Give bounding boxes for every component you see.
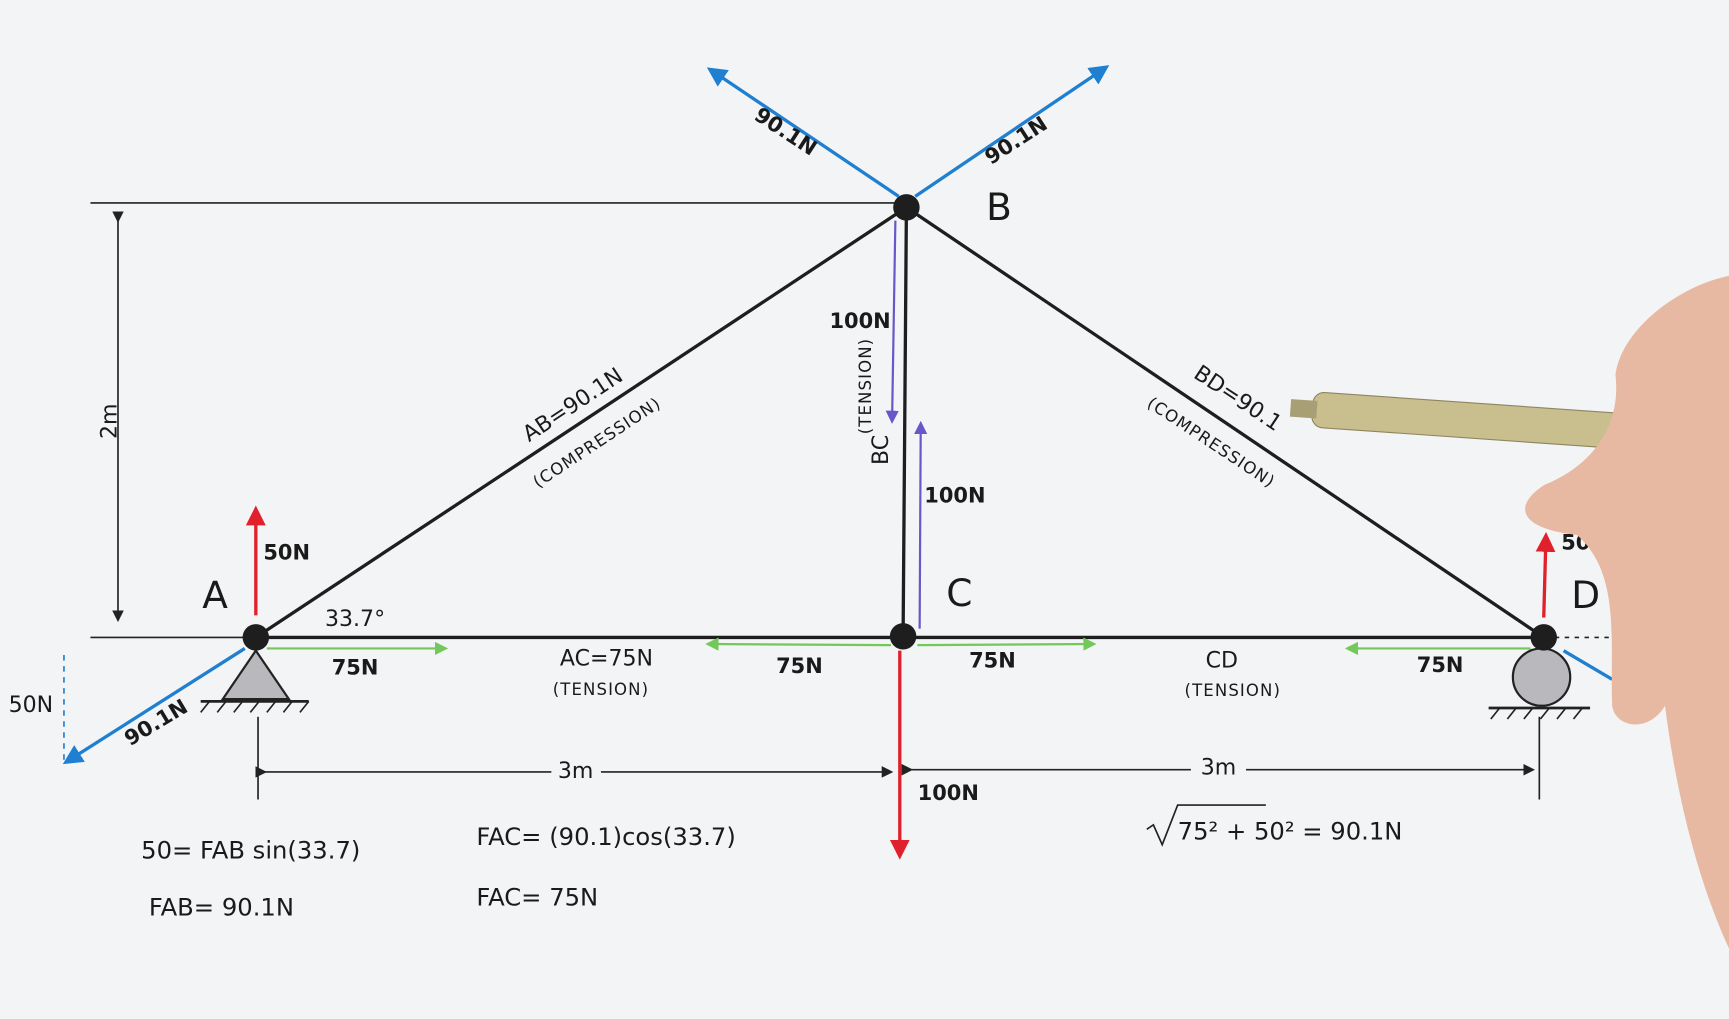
ground-hatch: [1490, 707, 1583, 720]
node-label: A: [202, 573, 228, 617]
member-label: BC: [869, 435, 894, 465]
joint: [893, 194, 920, 221]
equation: 50= FAB sin(33.7): [141, 835, 360, 864]
dimension-lines: [90, 202, 1610, 800]
force-label: 100N: [829, 309, 890, 333]
force-arrows: [62, 65, 1613, 860]
joint: [242, 624, 270, 651]
force-arrow: [1535, 531, 1556, 618]
force-label: 50N: [9, 693, 54, 718]
member-label: CD: [1206, 649, 1238, 674]
pin-support: [220, 648, 291, 701]
force-arrow: [914, 420, 928, 629]
node-label: C: [946, 571, 972, 615]
force-label: 90.1N: [981, 111, 1052, 169]
member-note: (TENSION): [553, 680, 649, 699]
joint: [889, 623, 917, 650]
node-label: B: [986, 185, 1012, 229]
equation: FAC= 75N: [476, 883, 598, 912]
force-label: 75N: [332, 655, 379, 679]
force-arrow: [917, 637, 1097, 651]
force-label: 75N: [969, 649, 1016, 673]
dimension-label: 2m: [97, 404, 122, 440]
equation: FAC= (90.1)cos(33.7): [476, 822, 735, 851]
force-arrow: [62, 647, 246, 765]
roller-support: [1511, 647, 1572, 707]
member-label: AC=75N: [560, 646, 653, 671]
member-note: (TENSION): [1185, 681, 1281, 700]
force-label: 100N: [918, 781, 979, 805]
angle-label: 33.7°: [325, 607, 385, 632]
force-label: 100N: [924, 483, 985, 507]
pen: [1289, 392, 1655, 451]
hand: [1525, 275, 1729, 949]
force-arrow: [914, 65, 1110, 198]
force-arrow: [706, 67, 900, 198]
member-bc: [901, 207, 909, 637]
force-label: 75N: [1417, 653, 1464, 677]
force-label: 90.1N: [120, 694, 192, 750]
force-arrow: [1562, 649, 1613, 681]
force-label: 75N: [776, 654, 823, 678]
force-arrow: [705, 637, 891, 651]
member-ab: [254, 205, 908, 639]
dimension-label: 3m: [558, 759, 594, 784]
force-label: 50N: [263, 541, 310, 565]
dimension-label: 3m: [1201, 756, 1237, 781]
equation: FAB= 90.1N: [149, 893, 294, 922]
force-arrow: [885, 220, 899, 424]
sqrt-sign: [1146, 804, 1266, 847]
force-label: 90.1N: [750, 103, 821, 161]
joint: [1530, 624, 1557, 651]
ground-hatch: [200, 700, 310, 713]
equation: 75² + 50² = 90.1N: [1178, 817, 1403, 846]
member-note: (TENSION): [856, 338, 875, 434]
node-label: D: [1571, 573, 1600, 617]
pen-tip: [1289, 399, 1318, 419]
member-bd: [905, 205, 1545, 639]
